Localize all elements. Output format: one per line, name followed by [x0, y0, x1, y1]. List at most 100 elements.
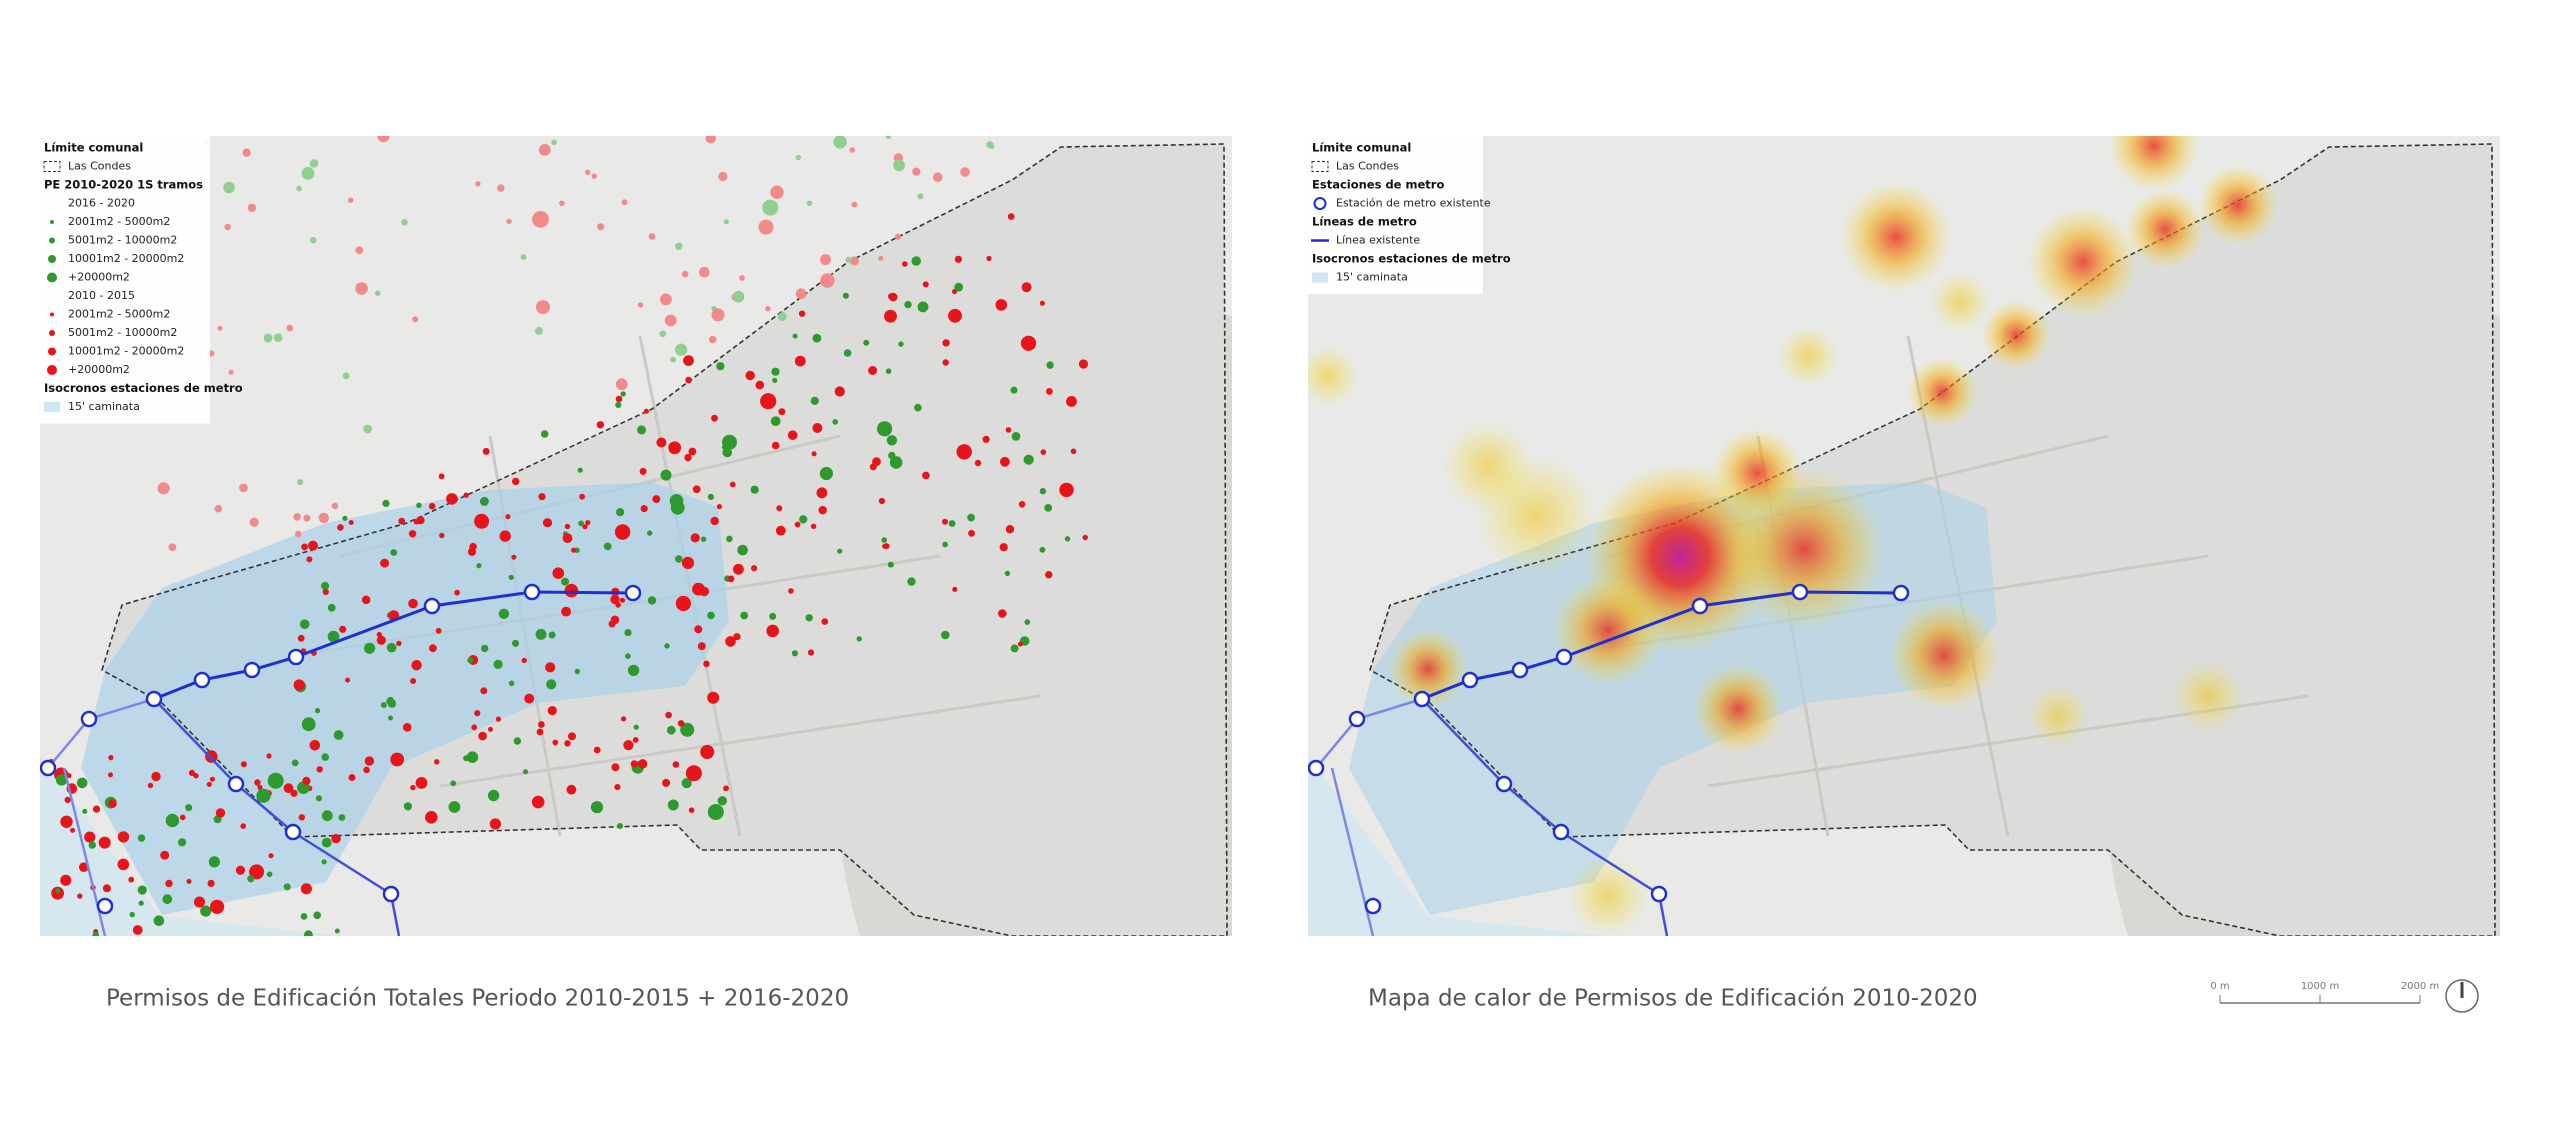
- permit-dot: [257, 784, 263, 791]
- permit-dot: [348, 774, 356, 781]
- permit-dot: [535, 326, 543, 335]
- permit-dot: [408, 530, 417, 538]
- permit-dot: [660, 293, 672, 306]
- permit-dot: [552, 739, 559, 746]
- permit-dot: [538, 493, 546, 501]
- legend-item: 15' caminata: [1336, 271, 1408, 284]
- permit-dot: [511, 554, 517, 560]
- metro-station: [1691, 597, 1709, 615]
- legend-swatch: [44, 402, 60, 412]
- legend: Límite comunal Las Condes Estaciones de me…: [1308, 136, 1511, 294]
- permit-dot: [811, 451, 817, 457]
- north-arrow: [2445, 979, 2479, 1013]
- permit-dot: [1005, 427, 1012, 433]
- permit-dot: [771, 367, 780, 376]
- permit-dot: [337, 524, 344, 531]
- permit-dot: [902, 261, 908, 267]
- legend-title: Isocronos estaciones de metro: [44, 381, 243, 395]
- permit-dot: [675, 343, 688, 356]
- metro-station: [1552, 823, 1570, 841]
- permit-dot: [623, 740, 634, 751]
- permit-dot: [685, 376, 692, 384]
- permit-dot: [722, 447, 732, 458]
- legend-box: [1308, 136, 1483, 294]
- permit-dot: [162, 894, 173, 905]
- permit-dot: [562, 533, 573, 543]
- permit-dot: [999, 543, 1008, 552]
- permit-dot: [707, 804, 724, 820]
- permit-dot: [878, 497, 886, 505]
- permit-dot: [108, 799, 117, 808]
- permit-dot: [137, 834, 146, 842]
- permit-dot: [617, 823, 623, 829]
- permit-dot: [675, 242, 683, 250]
- metro-station: [243, 661, 261, 679]
- permit-dot: [578, 520, 584, 527]
- permit-dot: [552, 567, 565, 579]
- permit-dot: [941, 630, 950, 640]
- caption: Permisos de Edificación Totales Periodo …: [106, 986, 849, 1012]
- permit-dot: [574, 668, 580, 675]
- permit-dot: [499, 530, 511, 542]
- metro-station: [1511, 661, 1529, 679]
- permit-dot: [401, 219, 408, 226]
- permit-dot: [482, 447, 490, 455]
- permit-dot: [766, 624, 779, 638]
- metro-station: [382, 885, 400, 903]
- permit-dot: [643, 408, 649, 414]
- permit-dot: [956, 444, 972, 460]
- permit-dot: [620, 391, 626, 397]
- permit-dot: [711, 308, 725, 322]
- permit-dot: [1045, 571, 1053, 579]
- permit-dot: [390, 549, 398, 556]
- permit-dot: [705, 136, 716, 144]
- permit-dot: [84, 831, 96, 843]
- legend-title: Límite comunal: [44, 141, 143, 155]
- legend-title: Líneas de metro: [1312, 215, 1417, 229]
- permit-dot: [733, 563, 744, 575]
- permit-dot: [309, 740, 321, 751]
- permit-dot: [338, 814, 346, 821]
- permit-dot: [450, 780, 457, 787]
- permit-dot: [1024, 619, 1031, 625]
- permit-dot: [954, 255, 963, 263]
- permit-dot: [536, 300, 550, 315]
- permit-dot: [283, 883, 291, 891]
- permit-dot: [703, 660, 710, 668]
- permit-dot: [792, 333, 798, 339]
- permit-dot: [138, 900, 144, 906]
- permit-dot: [885, 368, 892, 374]
- permit-dot: [488, 726, 493, 732]
- permit-dot: [707, 691, 720, 704]
- permit-dot: [249, 517, 259, 527]
- permit-dot: [745, 370, 755, 381]
- legend-item: Las Condes: [68, 160, 131, 173]
- permit-dot: [76, 777, 88, 789]
- permit-dot: [481, 644, 489, 653]
- permit-dot: [688, 807, 695, 813]
- permit-dot: [615, 395, 623, 403]
- permit-dot: [318, 512, 329, 524]
- permit-dot: [614, 524, 631, 540]
- permit-dot: [630, 760, 638, 768]
- permit-dot: [266, 871, 273, 878]
- permit-dot: [293, 679, 305, 691]
- permit-dot: [410, 678, 417, 684]
- permit-dot: [429, 644, 437, 653]
- permit-dot: [856, 636, 862, 642]
- permit-dot: [474, 710, 481, 717]
- permit-dot: [209, 776, 215, 782]
- permit-dot: [667, 799, 679, 811]
- permit-dot: [680, 722, 695, 737]
- permit-dot: [1000, 456, 1010, 467]
- permit-dot: [77, 893, 83, 899]
- permit-dot: [912, 167, 921, 176]
- permit-dot: [887, 561, 894, 568]
- permit-dot: [948, 308, 962, 323]
- permit-dot: [321, 837, 332, 848]
- legend-title: Estaciones de metro: [1312, 178, 1444, 192]
- permit-dot: [240, 761, 247, 768]
- permit-dot: [239, 483, 248, 493]
- legend-item: 2010 - 2015: [68, 289, 135, 302]
